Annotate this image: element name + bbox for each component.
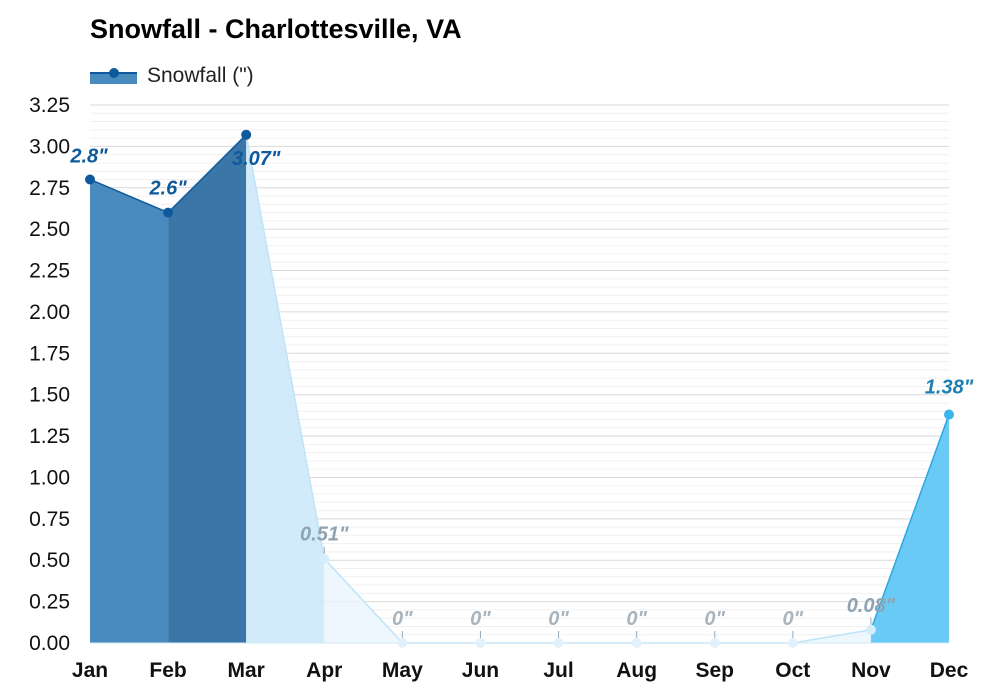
y-tick-label: 0.50 bbox=[29, 549, 70, 572]
data-label: 2.8" bbox=[69, 145, 108, 167]
data-point bbox=[241, 129, 252, 140]
data-label: 0" bbox=[392, 608, 413, 630]
data-label: 0" bbox=[704, 608, 725, 630]
y-tick-label: 1.50 bbox=[29, 384, 70, 407]
y-tick-label: 0.00 bbox=[29, 632, 70, 655]
y-tick-label: 3.25 bbox=[29, 94, 70, 117]
data-label: 0.08" bbox=[847, 595, 896, 617]
x-tick-label: Feb bbox=[149, 659, 186, 682]
data-point bbox=[85, 174, 95, 185]
series-line bbox=[792, 629, 872, 644]
legend-label: Snowfall (") bbox=[147, 64, 254, 87]
y-tick-label: 0.25 bbox=[29, 591, 70, 614]
x-tick-label: Aug bbox=[616, 659, 657, 682]
x-tick-label: Dec bbox=[930, 659, 969, 682]
data-label: 0.51" bbox=[300, 524, 349, 546]
data-point bbox=[865, 624, 876, 635]
data-point bbox=[631, 638, 642, 648]
series-line bbox=[245, 134, 326, 559]
x-tick-label: Jul bbox=[543, 659, 573, 682]
data-label: 0" bbox=[548, 608, 569, 630]
x-tick-label: Apr bbox=[306, 659, 342, 682]
y-tick-label: 2.50 bbox=[29, 218, 70, 241]
y-tick-label: 2.00 bbox=[29, 301, 70, 324]
data-label: 3.07" bbox=[232, 148, 281, 170]
data-point bbox=[553, 638, 564, 648]
series-line bbox=[89, 178, 169, 214]
x-tick-label: Nov bbox=[851, 659, 891, 682]
data-label: 2.6" bbox=[148, 178, 187, 200]
x-tick-label: Jun bbox=[462, 659, 499, 682]
chart-title: Snowfall - Charlottesville, VA bbox=[90, 14, 462, 44]
data-label: 0" bbox=[470, 608, 491, 630]
y-tick-label: 0.75 bbox=[29, 508, 70, 531]
area-segment bbox=[246, 134, 325, 643]
x-tick-label: Mar bbox=[228, 659, 265, 682]
x-tick-label: Jan bbox=[72, 659, 108, 682]
data-label: 1.38" bbox=[925, 377, 974, 399]
y-tick-label: 3.00 bbox=[29, 135, 70, 158]
y-tick-label: 2.25 bbox=[29, 260, 70, 283]
y-tick-label: 1.25 bbox=[29, 425, 70, 448]
y-tick-label: 1.75 bbox=[29, 342, 70, 365]
data-point bbox=[319, 553, 330, 564]
data-label: 0" bbox=[783, 608, 804, 630]
data-point bbox=[475, 638, 486, 648]
x-tick-label: May bbox=[382, 659, 423, 682]
x-tick-label: Oct bbox=[775, 659, 810, 682]
data-point bbox=[397, 638, 408, 648]
area-segment bbox=[168, 134, 247, 643]
legend-swatch bbox=[90, 68, 137, 84]
area-segment bbox=[870, 414, 949, 643]
series-line bbox=[870, 414, 950, 631]
y-tick-label: 1.00 bbox=[29, 466, 70, 489]
series-line bbox=[167, 134, 247, 214]
area-segment bbox=[90, 179, 169, 643]
x-tick-label: Sep bbox=[695, 659, 734, 682]
data-point bbox=[787, 638, 798, 648]
y-tick-label: 2.75 bbox=[29, 177, 70, 200]
data-point bbox=[944, 409, 954, 420]
data-point bbox=[709, 638, 720, 648]
series-line bbox=[323, 558, 403, 644]
legend: Snowfall (") bbox=[90, 62, 254, 90]
data-point bbox=[163, 207, 174, 218]
data-label: 0" bbox=[626, 608, 647, 630]
